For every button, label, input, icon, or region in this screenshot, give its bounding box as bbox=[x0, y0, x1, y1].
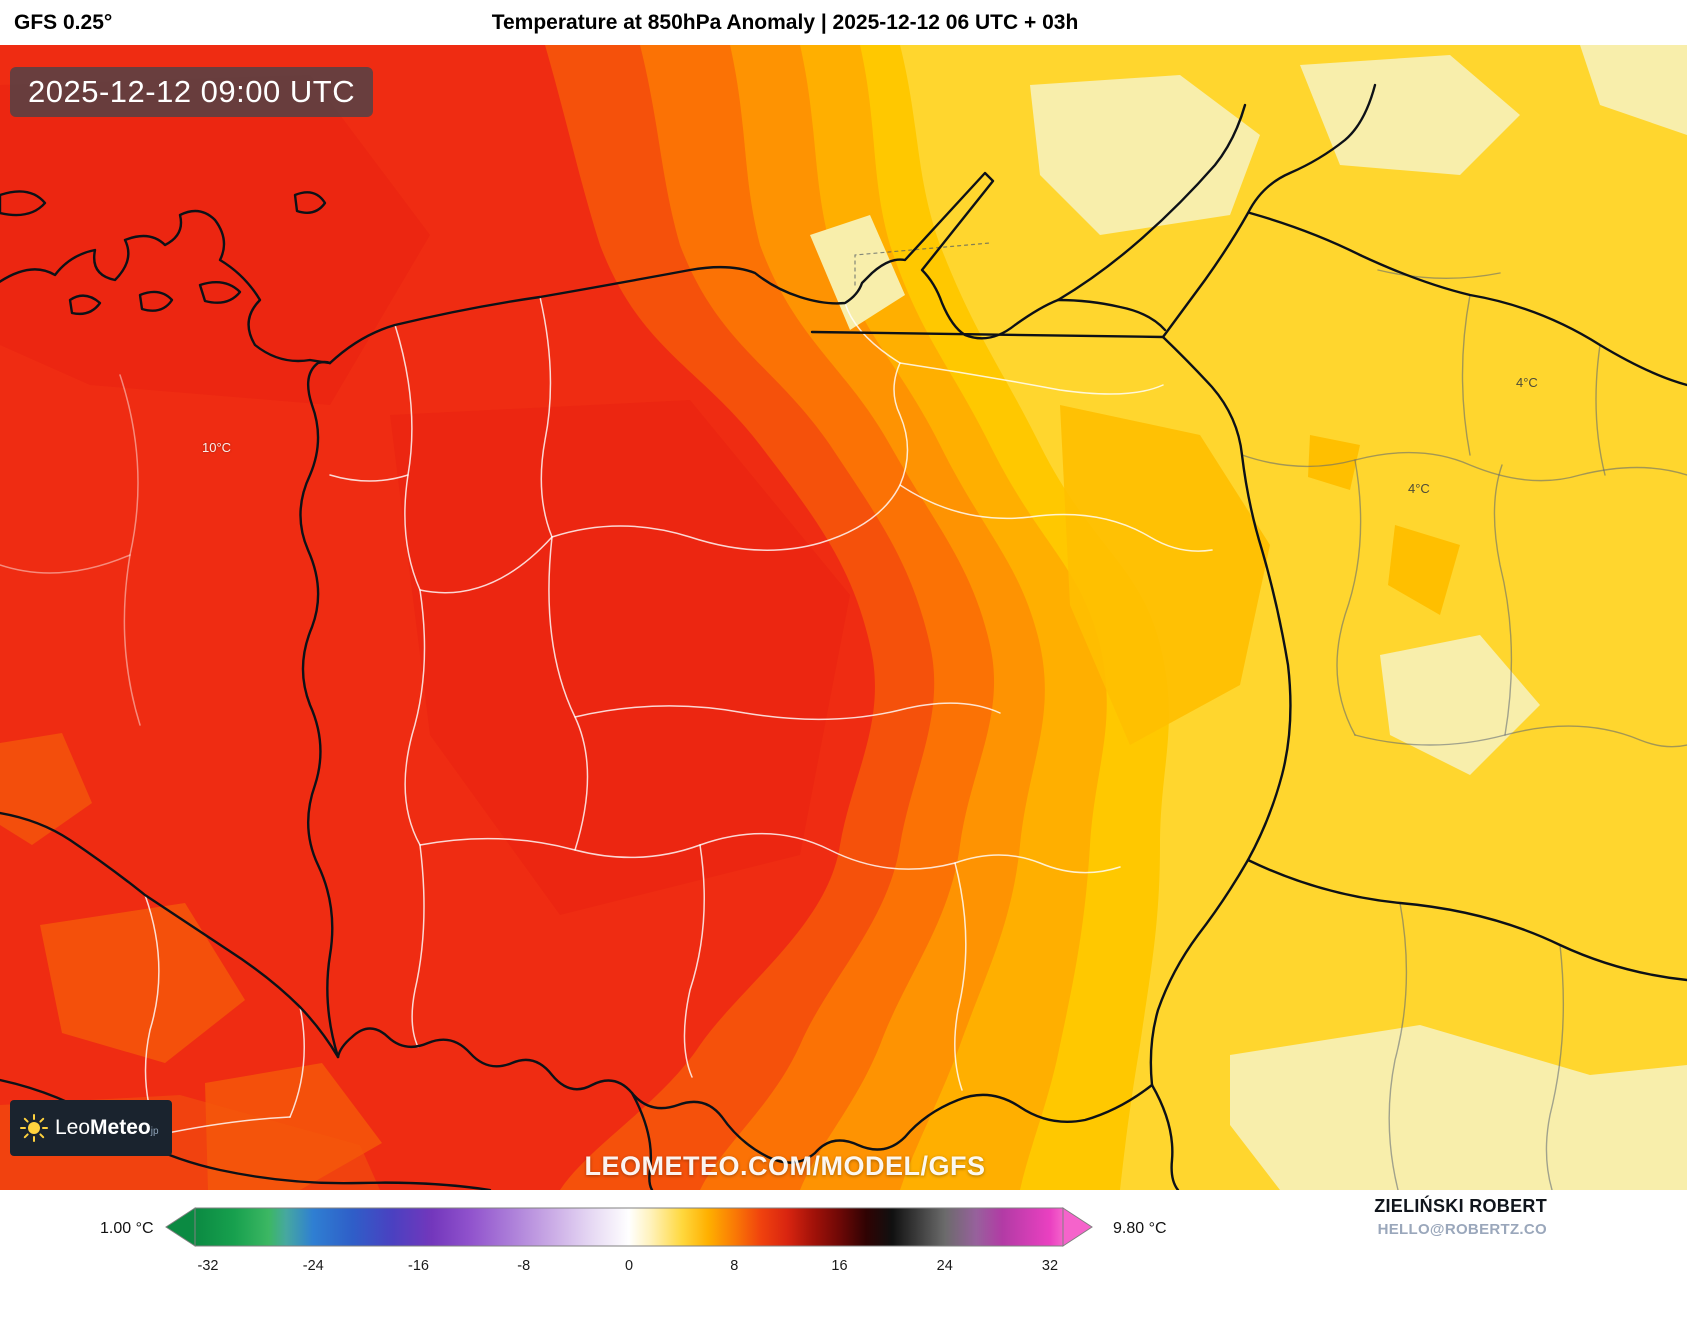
colorbar bbox=[165, 1207, 1093, 1247]
logo-text: LeoMeteojp bbox=[55, 1116, 159, 1140]
orange-patches bbox=[0, 733, 382, 1190]
credits: ZIELIŃSKI ROBERT HELLO@ROBERTZ.CO bbox=[1374, 1196, 1547, 1238]
pale-yellow-patches bbox=[810, 45, 1687, 1190]
header-bar: GFS 0.25° Temperature at 850hPa Anomaly … bbox=[0, 0, 1687, 45]
amber-patches bbox=[1060, 405, 1460, 745]
weather-map: 2025-12-12 09:00 UTC 10°C 4°C 4°C LeoMet… bbox=[0, 45, 1687, 1190]
watermark: LEOMETEO.COM/MODEL/GFS bbox=[584, 1151, 986, 1181]
author-contact: HELLO@ROBERTZ.CO bbox=[1377, 1221, 1547, 1238]
logo-text-suffix: jp bbox=[150, 1126, 159, 1137]
colorbar-tick-label: -16 bbox=[408, 1258, 429, 1274]
temp-label-4c: 4°C bbox=[1408, 481, 1430, 496]
temp-label-10c: 10°C bbox=[202, 440, 232, 455]
colorbar-tick-labels: -32 -24 -16 -8 0 8 16 24 32 bbox=[195, 1258, 1063, 1278]
page-title: Temperature at 850hPa Anomaly | 2025-12-… bbox=[491, 11, 1079, 34]
model-label: GFS 0.25° bbox=[14, 11, 113, 34]
colorbar-max-label: 9.80 °C bbox=[1113, 1220, 1167, 1237]
province-borders bbox=[0, 296, 1213, 1136]
colorbar-left-arrow bbox=[165, 1207, 196, 1247]
colorbar-gradient-bar bbox=[194, 1207, 1064, 1247]
sun-icon bbox=[20, 1114, 48, 1142]
colorbar-tick-label: -8 bbox=[517, 1258, 531, 1274]
country-borders bbox=[0, 83, 1687, 1190]
colorbar-right-arrow bbox=[1062, 1207, 1093, 1247]
logo-text-leo: Leo bbox=[55, 1116, 91, 1139]
temp-label-4c: 4°C bbox=[1516, 375, 1538, 390]
deep-red-patches bbox=[0, 75, 850, 915]
colorbar-min-label: 1.00 °C bbox=[100, 1220, 154, 1237]
colorbar-tick-label: 0 bbox=[624, 1258, 634, 1274]
legend-bar: 1.00 °C -32 -24 -16 -8 0 8 16 24 32 9.80 °C ZIEL… bbox=[0, 1190, 1687, 1338]
colorbar-tick-label: 24 bbox=[936, 1258, 953, 1274]
colorbar-tick-label: -24 bbox=[302, 1258, 324, 1274]
colorbar-tick-label: -32 bbox=[197, 1258, 219, 1274]
anomaly-bands bbox=[0, 45, 1687, 1190]
timestamp-badge: 2025-12-12 09:00 UTC bbox=[10, 67, 374, 117]
leometeo-logo: LeoMeteojp bbox=[10, 1100, 172, 1156]
oblast-borders bbox=[854, 242, 1687, 1190]
author-name: ZIELIŃSKI ROBERT bbox=[1374, 1196, 1547, 1216]
colorbar-tick-label: 8 bbox=[730, 1258, 739, 1274]
anomaly-field-svg bbox=[0, 45, 1687, 1190]
colorbar-tick-label: 32 bbox=[1041, 1258, 1059, 1274]
colorbar-tick-label: 16 bbox=[831, 1258, 848, 1274]
logo-text-meteo: Meteo bbox=[90, 1116, 151, 1139]
